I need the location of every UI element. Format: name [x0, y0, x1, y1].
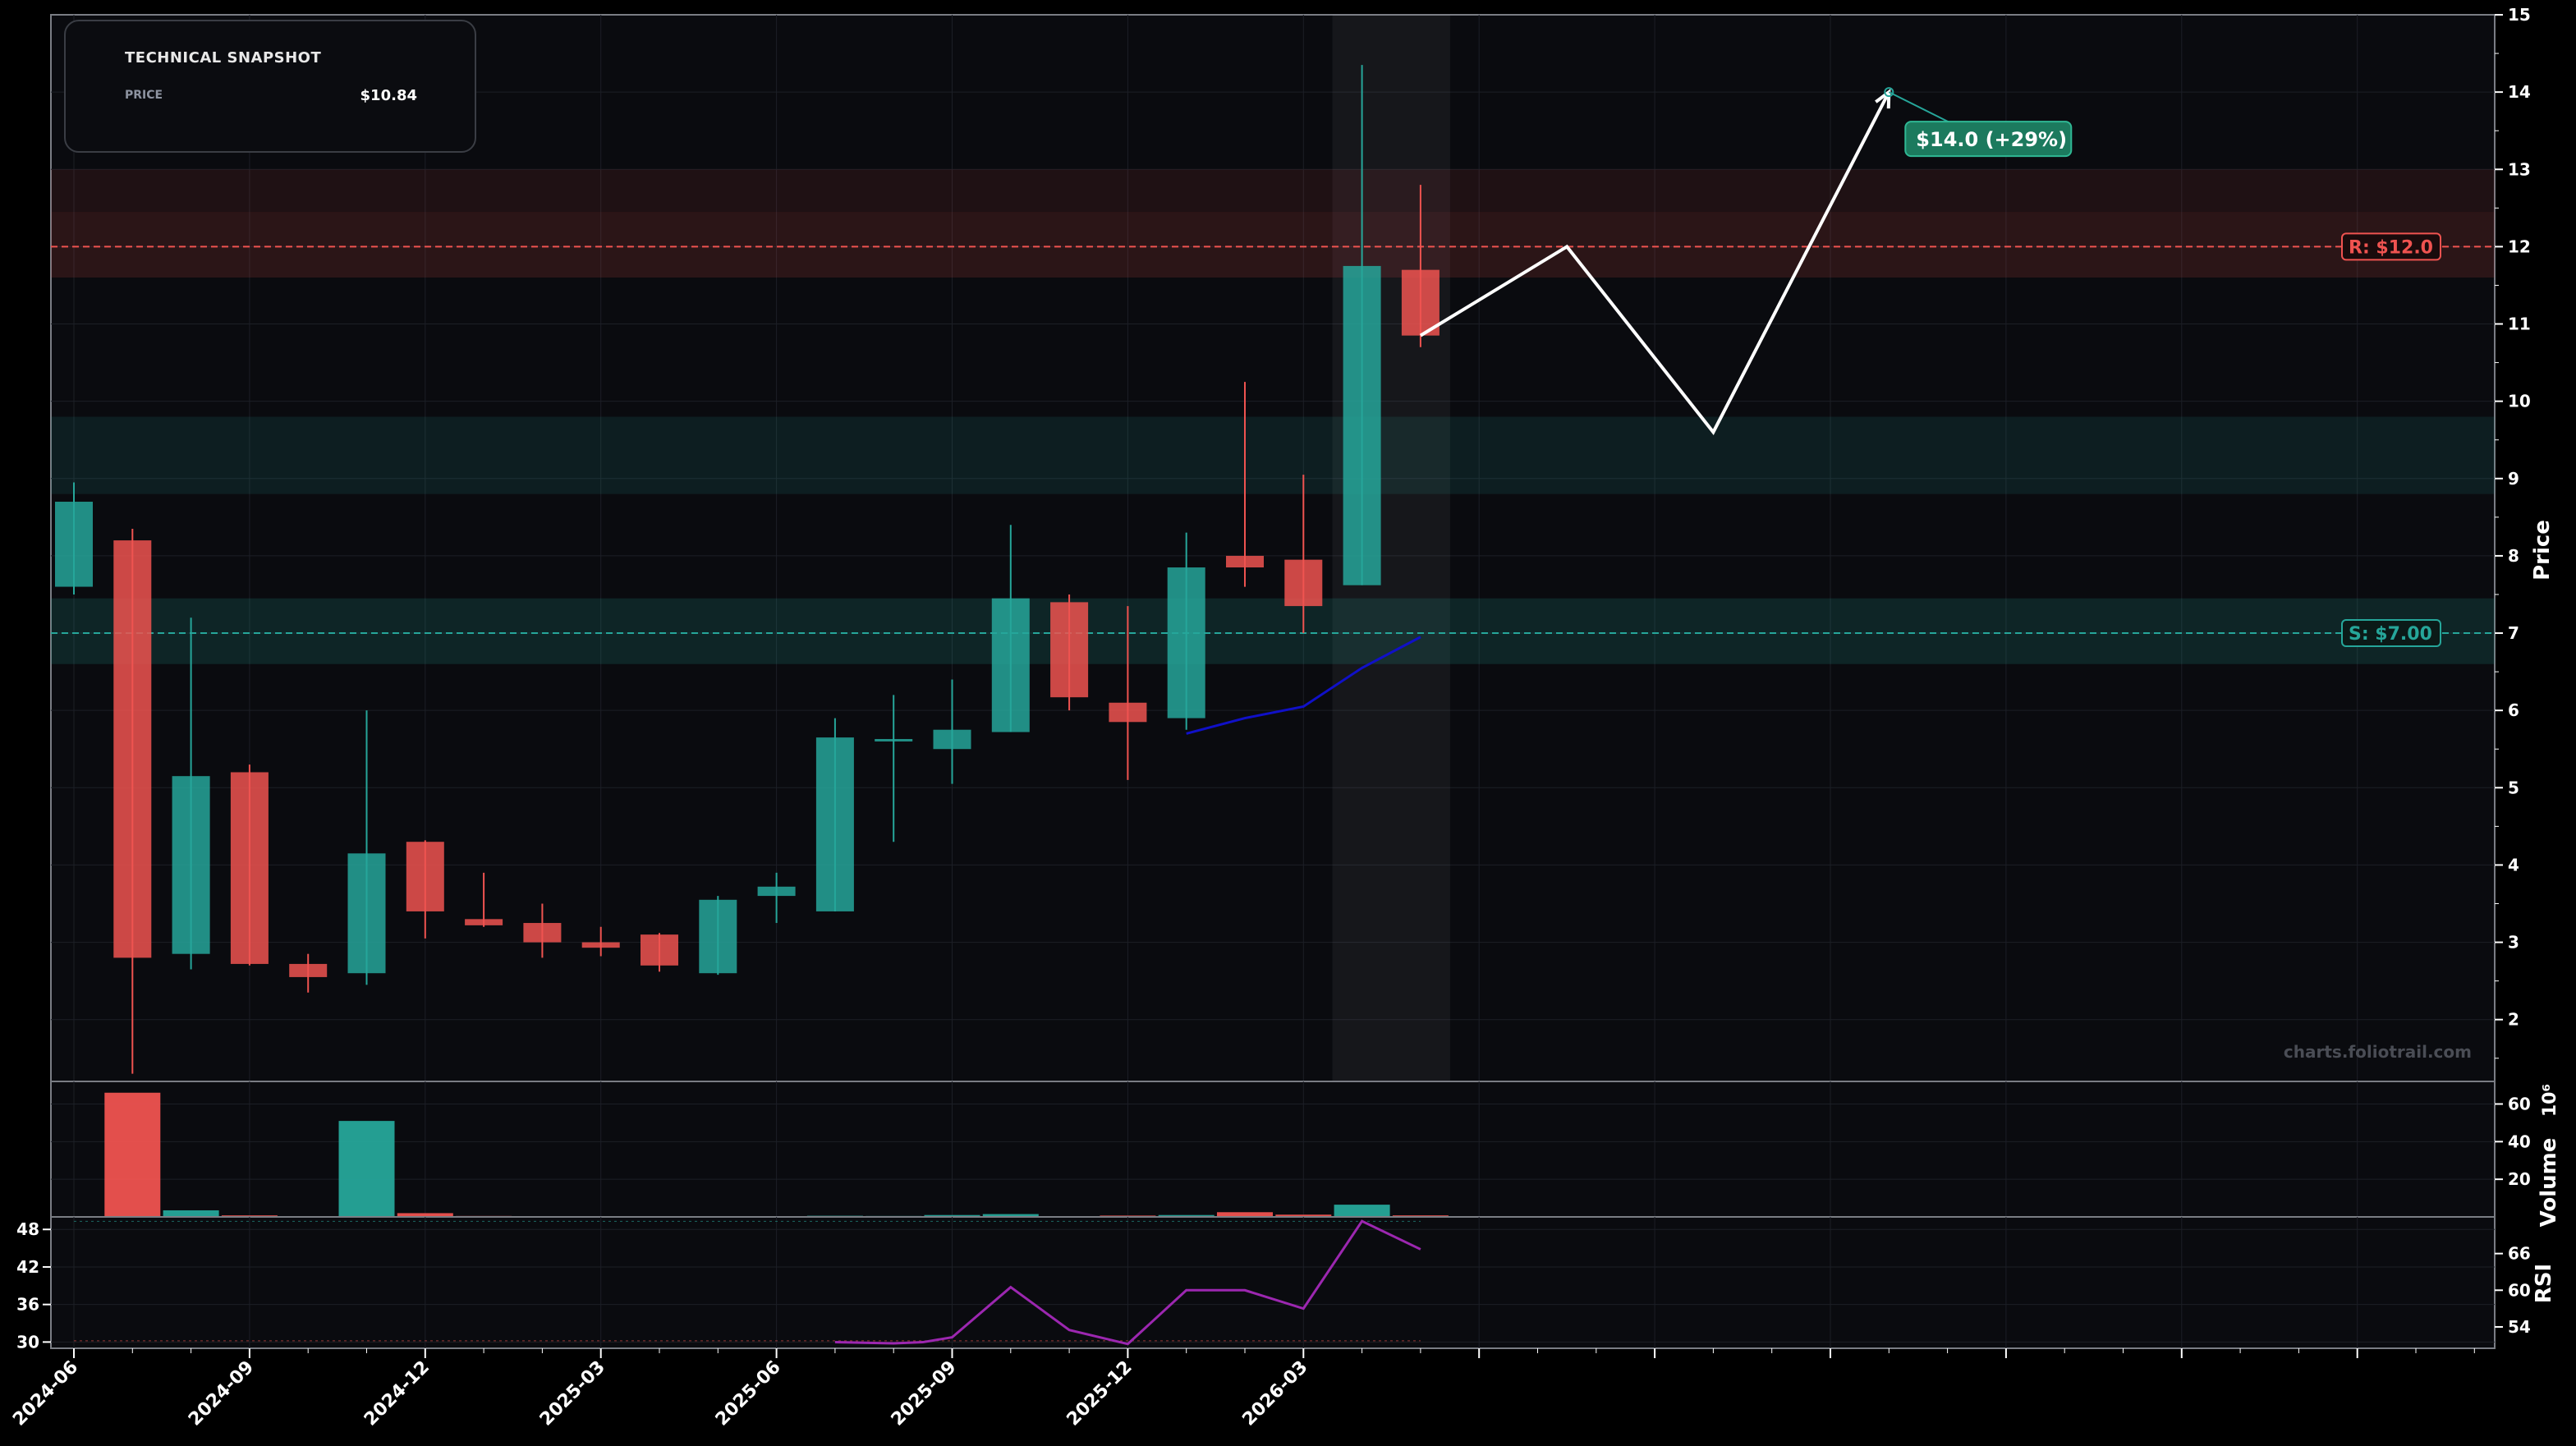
volume-y-axis: 20 40 60	[2495, 1095, 2531, 1189]
price-tick-label: 4	[2508, 855, 2519, 874]
candle-body	[1109, 702, 1147, 723]
support-label-text: S: $7.00	[2349, 624, 2432, 645]
moving-average-line	[1186, 636, 1421, 735]
volume-bar	[1275, 1214, 1332, 1217]
candle-body	[113, 540, 152, 958]
volume-tick-label: 20	[2508, 1169, 2531, 1189]
candle-body	[1284, 559, 1323, 607]
target-leader-line	[1888, 91, 1955, 126]
price-tick-label: 2	[2508, 1010, 2519, 1030]
volume-bar	[338, 1121, 395, 1217]
volume-tick-label: 60	[2508, 1095, 2531, 1114]
candle-body	[230, 772, 269, 964]
volume-bar	[397, 1213, 453, 1217]
resistance-zone-core	[51, 212, 2495, 278]
candle-body	[815, 737, 854, 911]
volume-axis-label: Volume	[2537, 1138, 2561, 1228]
volume-bar	[1334, 1205, 1390, 1217]
volume-bar	[924, 1214, 980, 1217]
rsi-gridlines	[51, 1217, 2495, 1348]
price-tick-label: 5	[2508, 778, 2519, 797]
volume-bar	[104, 1092, 161, 1217]
resistance-label: R: $12.0	[2341, 232, 2441, 261]
rsi-panel: 30 36 42 48 54 60 66 RSI	[16, 1216, 2556, 1352]
candle-body	[55, 502, 93, 587]
rsi-line	[834, 1219, 1421, 1346]
target-label-text: $14.0 (+29%)	[1916, 128, 2067, 151]
candle-body	[406, 842, 444, 911]
price-tick-label: 11	[2508, 314, 2531, 334]
volume-bar	[1158, 1214, 1215, 1217]
rsi-axis-label: RSI	[2532, 1264, 2556, 1303]
volume-panel: 20 40 60 Volume 10⁶	[50, 1081, 2561, 1228]
candle-body	[757, 886, 796, 897]
rsi-right-axis: 54 60 66	[2495, 1244, 2531, 1337]
resistance-label-text: R: $12.0	[2349, 237, 2433, 258]
support-label: S: $7.00	[2341, 619, 2441, 648]
candle-body	[1401, 269, 1440, 336]
candle-body	[1226, 555, 1264, 568]
target-marker	[1884, 87, 1894, 98]
snapshot-price-label: PRICE	[125, 89, 163, 102]
price-tick-label: 8	[2508, 546, 2519, 566]
candle-body	[875, 739, 913, 742]
price-tick-label: 10	[2508, 392, 2531, 411]
rsi-left-tick-label: 36	[16, 1295, 39, 1315]
candle-body	[523, 923, 562, 943]
candle-body	[933, 729, 971, 750]
snapshot-price-value: $10.84	[360, 87, 417, 104]
price-tick-label: 6	[2508, 700, 2519, 720]
price-tick-label: 15	[2508, 5, 2531, 25]
rsi-left-tick-label: 42	[16, 1257, 39, 1277]
candlestick-series	[55, 65, 1440, 1074]
target-label: $14.0 (+29%)	[1904, 121, 2073, 158]
price-tick-label: 13	[2508, 159, 2531, 179]
price-tick-label: 3	[2508, 933, 2519, 953]
price-tick-label: 9	[2508, 469, 2519, 489]
candle-body	[172, 776, 210, 954]
price-tick-label: 12	[2508, 236, 2531, 256]
volume-bar	[982, 1214, 1039, 1217]
rsi-left-axis: 30 36 42 48	[16, 1219, 51, 1352]
technical-snapshot-card: TECHNICAL SNAPSHOT PRICE $10.84	[64, 20, 476, 153]
rsi-right-tick-label: 66	[2508, 1244, 2531, 1264]
candle-body	[1167, 567, 1205, 718]
candle-body	[641, 934, 678, 966]
resistance-zone	[51, 169, 2495, 278]
candle-body	[699, 899, 737, 974]
candle-body	[991, 598, 1030, 732]
candle-body	[581, 942, 620, 948]
price-axis-label: Price	[2530, 520, 2555, 581]
candle-body	[347, 853, 386, 974]
support-zone	[51, 598, 2495, 664]
candle-body	[1343, 265, 1381, 585]
demand-zone	[51, 416, 2495, 494]
price-tick-label: 14	[2508, 82, 2531, 102]
rsi-right-tick-label: 60	[2508, 1280, 2531, 1300]
snapshot-title: TECHNICAL SNAPSHOT	[125, 49, 322, 67]
candle-body	[1050, 602, 1089, 698]
rsi-left-tick-label: 30	[16, 1332, 39, 1352]
price-y-axis: 2 3 4 5 6 7 8 9 10 11 12 13 14 15	[2495, 5, 2531, 1059]
volume-bar	[1217, 1212, 1273, 1217]
price-panel: $14.0 (+29%) R: $12.0 S: $7.00 charts.fo…	[50, 5, 2555, 1082]
candle-body	[465, 919, 503, 925]
candle-body	[289, 963, 328, 977]
volume-scale-label: 10⁶	[2540, 1084, 2560, 1117]
watermark: charts.foliotrail.com	[2284, 1042, 2472, 1062]
volume-bar	[163, 1210, 219, 1217]
volume-tick-label: 40	[2508, 1132, 2531, 1151]
rsi-left-tick-label: 48	[16, 1219, 39, 1239]
volume-gridlines	[51, 1081, 2495, 1217]
rsi-right-tick-label: 54	[2508, 1317, 2531, 1337]
price-tick-label: 7	[2508, 623, 2519, 643]
projection-path	[1419, 91, 1891, 435]
